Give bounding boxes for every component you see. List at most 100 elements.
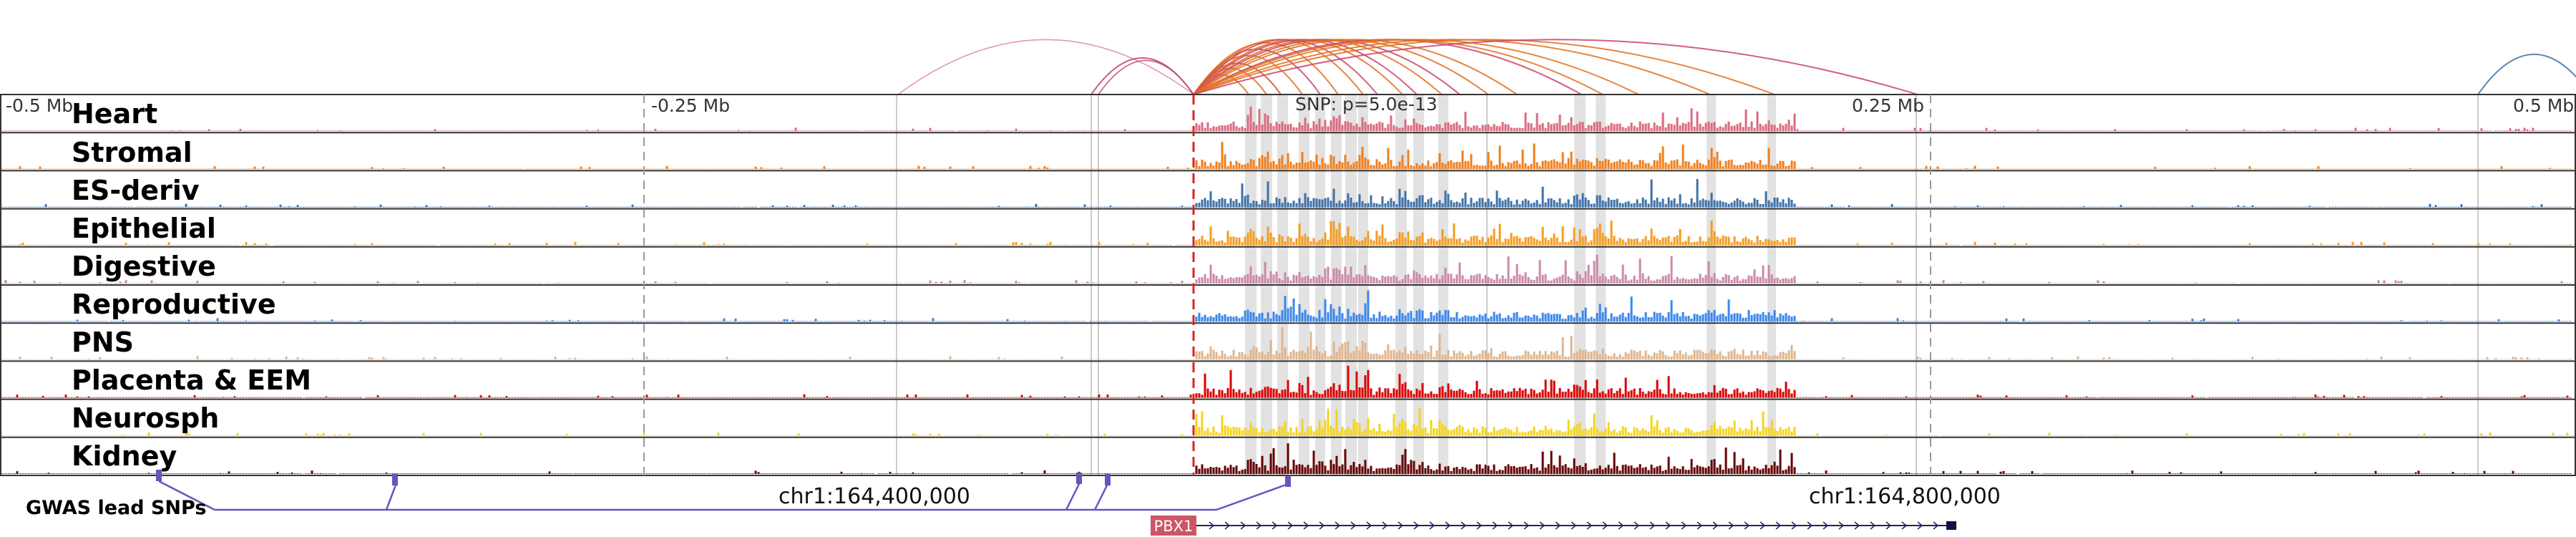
gwas-snp-marker[interactable]: [392, 474, 398, 485]
interaction-arc: [1193, 39, 1775, 95]
gwas-link-line: [158, 480, 1289, 511]
gene-end-exon: [1946, 521, 1956, 530]
strand-arrow: [1523, 521, 1530, 530]
signal-track: [0, 284, 2576, 322]
strand-arrow: [1775, 521, 1782, 530]
signal-bars: [1, 179, 2572, 208]
strand-arrow: [1649, 521, 1656, 530]
axis-ticks: -0.5 Mb -0.25 Mb 0.25 Mb 0.5 Mb SNP: p=5…: [6, 94, 2574, 116]
interaction-arc: [1193, 39, 1918, 95]
track-label-kidney: Kidney: [72, 440, 177, 472]
strand-arrow: [1697, 521, 1703, 530]
strand-arrow: [1335, 521, 1341, 530]
strand-arrow: [1413, 521, 1420, 530]
strand-arrow: [1240, 521, 1246, 530]
strand-arrow: [1382, 521, 1388, 530]
gene-track: PBX1: [1151, 516, 1956, 536]
gwas-snp-marker[interactable]: [156, 470, 162, 481]
strand-arrow: [1618, 521, 1624, 530]
signal-track: [0, 398, 2576, 436]
strand-arrow: [1256, 521, 1262, 530]
strand-arrow: [1917, 521, 1923, 530]
strand-arrow: [1712, 521, 1719, 530]
strand-arrow: [1508, 521, 1514, 530]
track-labels: Heart Stromal ES-deriv Epithelial Digest…: [72, 98, 311, 472]
gene-box-pbx1[interactable]: [1151, 516, 1196, 536]
axis-tick-label: -0.5 Mb: [6, 95, 73, 116]
axis-gridlines: [643, 95, 1931, 475]
strand-arrow: [1397, 521, 1404, 530]
strand-arrow: [1901, 521, 1908, 530]
track-label-pns: PNS: [72, 326, 134, 358]
strand-arrow: [1807, 521, 1813, 530]
track-label-stromal: Stromal: [72, 137, 192, 168]
strand-arrow: [1555, 521, 1561, 530]
interaction-arc: [1193, 39, 1489, 95]
strand-arrow: [1586, 521, 1593, 530]
strand-arrow: [1791, 521, 1797, 530]
signal-bars: [1, 365, 2572, 398]
coordinate-label: chr1:164,400,000: [779, 484, 970, 509]
signal-track: [0, 170, 2576, 208]
signal-track: [0, 360, 2576, 398]
gwas-track: [156, 470, 1291, 511]
strand-arrow: [1350, 521, 1357, 530]
track-label-reproductive: Reproductive: [72, 289, 276, 320]
gwas-snp-marker[interactable]: [1076, 473, 1082, 484]
track-label-epithelial: Epithelial: [72, 213, 216, 244]
strand-arrow: [1460, 521, 1467, 530]
strand-arrow: [1933, 521, 1939, 530]
strand-arrow: [1634, 521, 1640, 530]
strand-arrow: [1823, 521, 1829, 530]
strand-arrow: [1539, 521, 1546, 530]
strand-arrow: [1209, 521, 1215, 530]
strand-arrow: [1492, 521, 1498, 530]
signal-track: [0, 246, 2576, 284]
gwas-label: GWAS lead SNPs: [26, 497, 206, 519]
strand-arrow: [1319, 521, 1325, 530]
signal-bars: [1, 221, 2572, 246]
signal-bars: [1, 290, 2572, 322]
track-label-heart: Heart: [72, 98, 157, 130]
strand-arrow: [1272, 521, 1278, 530]
track-label-neurosph: Neurosph: [72, 402, 219, 434]
strand-arrow: [1571, 521, 1577, 530]
strand-arrow: [1476, 521, 1483, 530]
coordinate-label: chr1:164,800,000: [1809, 484, 2001, 509]
strand-arrow: [1445, 521, 1451, 530]
gene-label-pbx1: PBX1: [1154, 518, 1194, 535]
gwas-snp-marker[interactable]: [1105, 474, 1111, 485]
interaction-arc: [897, 39, 1194, 95]
track-label-placenta-eem: Placenta & EEM: [72, 364, 311, 396]
axis-tick-label: 0.25 Mb: [1852, 95, 1924, 116]
track-label-digestive: Digestive: [72, 251, 216, 282]
strand-arrow: [1760, 521, 1766, 530]
strand-arrow: [1870, 521, 1876, 530]
interaction-arc: [1193, 39, 1418, 95]
signal-track: [0, 208, 2576, 246]
track-label-es-deriv: ES-deriv: [72, 175, 200, 206]
axis-tick-label: 0.5 Mb: [2513, 95, 2574, 116]
signal-track: [0, 322, 2576, 360]
snp-pvalue-label: SNP: p=5.0e-13: [1295, 94, 1438, 115]
strand-arrow: [1287, 521, 1294, 530]
strand-arrow: [1665, 521, 1672, 530]
signal-track: [0, 132, 2576, 170]
axis-tick-label: -0.25 Mb: [651, 95, 730, 116]
gwas-snp-marker[interactable]: [1285, 475, 1291, 487]
signal-bars: [1, 443, 2572, 474]
strand-arrow: [1728, 521, 1735, 530]
interaction-arc: [2477, 53, 2576, 95]
strand-arrow: [1854, 521, 1860, 530]
signal-bars: [1, 106, 2572, 132]
strand-arrow: [1602, 521, 1609, 530]
signal-bars: [1, 408, 2572, 436]
highlight-columns: [896, 95, 2479, 475]
signal-bars: [1, 254, 2572, 284]
interaction-arc: [1098, 59, 1194, 95]
signal-bars: [1, 327, 2572, 360]
signal-tracks: [0, 94, 2576, 476]
signal-track: [0, 436, 2576, 474]
